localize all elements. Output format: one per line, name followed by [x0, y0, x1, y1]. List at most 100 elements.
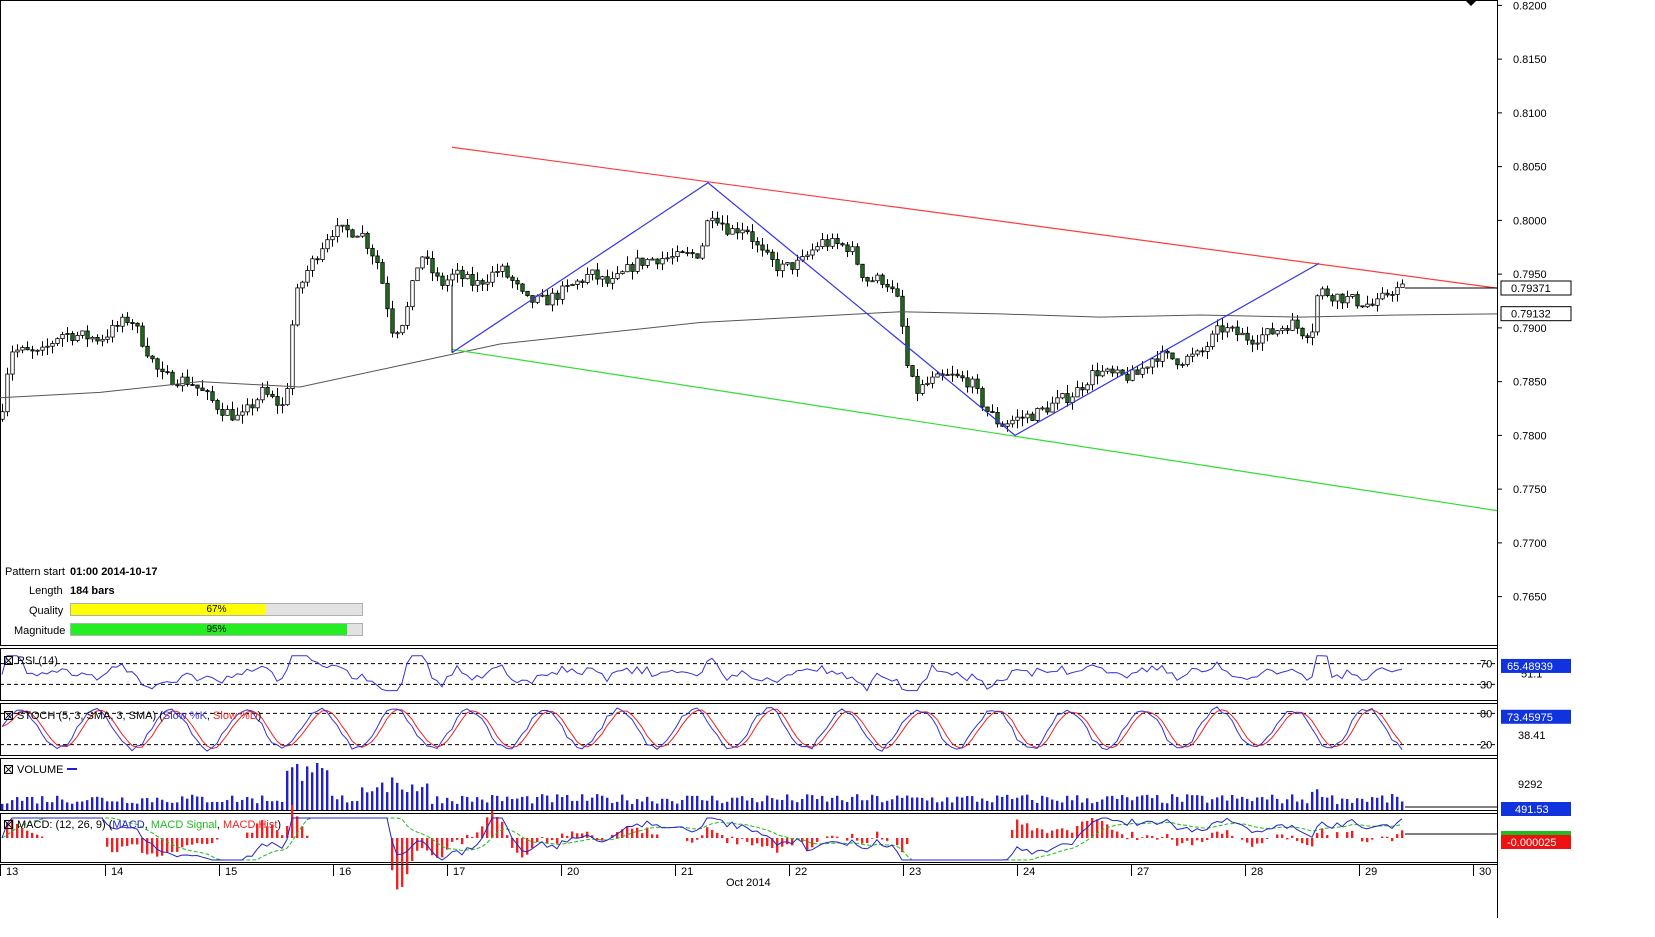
macd-hist-bar: [16, 823, 19, 838]
volume-bar: [971, 796, 974, 810]
candle-body: [775, 259, 780, 272]
candle-body: [1170, 352, 1175, 360]
macd-hist-bar: [151, 838, 154, 854]
volume-bar: [1261, 797, 1264, 810]
macd-hist-bar: [396, 838, 399, 890]
close-panel-icon[interactable]: [4, 820, 13, 829]
volume-bar: [421, 787, 424, 810]
candle-body: [875, 274, 880, 282]
volume-bar: [806, 794, 809, 810]
candle-body: [1360, 305, 1365, 308]
candle-body: [915, 375, 920, 394]
macd-hist-bar: [446, 838, 449, 850]
candle-body: [165, 371, 170, 374]
candle-body: [215, 400, 220, 410]
dropdown-arrow-icon: [1465, 0, 1477, 6]
macd-hist-bar: [191, 838, 194, 845]
volume-bar: [1151, 798, 1154, 810]
macd-hist-bar: [246, 832, 249, 838]
volume-bar: [436, 796, 439, 810]
candle-body: [830, 237, 835, 247]
volume-bar: [876, 796, 879, 810]
candle-body: [290, 324, 295, 389]
close-panel-icon[interactable]: [4, 765, 13, 774]
macd-hist-bar: [251, 832, 254, 838]
stoch-lower-level-label: 20: [1480, 740, 1492, 752]
volume-bar: [941, 801, 944, 810]
macd-hist-bar: [1291, 835, 1294, 838]
macd-hist-bar: [1281, 834, 1284, 838]
volume-bar: [21, 800, 24, 810]
volume-bar: [1111, 795, 1114, 810]
volume-bar: [1021, 795, 1024, 810]
candle-body: [1135, 369, 1140, 375]
candle-body: [545, 294, 550, 306]
macd-hist-bar: [1191, 838, 1194, 846]
macd-hist-bar: [1181, 838, 1184, 844]
volume-bar: [981, 798, 984, 810]
candle-body: [270, 393, 275, 397]
candle-body: [160, 368, 165, 373]
volume-bar: [1106, 796, 1109, 810]
volume-bar: [626, 800, 629, 810]
candle-body: [1090, 370, 1095, 386]
candle-body: [750, 231, 755, 242]
volume-bar: [1036, 802, 1039, 810]
candle-body: [5, 373, 10, 413]
macd-hist-bar: [1276, 834, 1279, 838]
macd-hist-bar: [1011, 830, 1014, 838]
candle-body: [1385, 292, 1390, 296]
close-panel-icon[interactable]: [4, 656, 13, 665]
macd-hist-bar: [141, 838, 144, 853]
candle-body: [825, 239, 830, 247]
macd-hist-bar: [1361, 838, 1364, 842]
macd-hist-bar: [391, 838, 394, 871]
volume-bar: [566, 794, 569, 810]
candle-body: [1040, 407, 1045, 410]
candle-body: [700, 245, 705, 259]
close-panel-icon[interactable]: [4, 711, 13, 720]
volume-bar: [641, 801, 644, 810]
macd-hist-bar: [616, 832, 619, 838]
macd-hist-bar: [706, 827, 709, 838]
volume-bar: [346, 802, 349, 810]
volume-bar: [1266, 799, 1269, 810]
macd-hist-bar: [406, 838, 409, 875]
volume-bar: [951, 802, 954, 810]
volume-bar: [341, 795, 344, 810]
candle-body: [1265, 328, 1270, 336]
volume-bar: [1011, 799, 1014, 810]
volume-bar: [276, 800, 279, 810]
candle-body: [635, 257, 640, 272]
macd-hist-bar: [1096, 819, 1099, 838]
magnitude-label: Magnitude: [14, 625, 66, 637]
rsi-line: [1, 655, 1403, 692]
candle-body: [770, 251, 775, 260]
volume-bar: [256, 803, 259, 810]
candle-body: [640, 257, 645, 266]
macd-hist-bar: [1336, 832, 1339, 838]
stoch-d-line: [1, 708, 1403, 749]
quality-label: Quality: [29, 605, 64, 617]
volume-bar: [216, 801, 219, 810]
volume-bar: [286, 770, 289, 810]
volume-bar: [721, 803, 724, 810]
macd-hist-bar: [506, 835, 509, 838]
volume-bar: [221, 801, 224, 810]
macd-hist-bar: [1076, 825, 1079, 838]
volume-bar: [976, 801, 979, 810]
macd-hist-bar: [281, 835, 284, 838]
macd-hist-bar: [881, 838, 884, 840]
volume-bar: [1321, 796, 1324, 810]
volume-bar: [1016, 797, 1019, 810]
volume-bar: [731, 797, 734, 810]
macd-hist-bar: [1061, 828, 1064, 838]
y-tick-label: 0.8150: [1513, 54, 1547, 66]
volume-bar: [656, 803, 659, 810]
candle-body: [1115, 369, 1120, 374]
rsi-value-label: 65.48939: [1507, 661, 1553, 673]
volume-bar: [636, 799, 639, 810]
candle-body: [420, 256, 425, 269]
macd-hist-bar: [531, 838, 534, 849]
macd-hist-bar: [511, 838, 514, 848]
